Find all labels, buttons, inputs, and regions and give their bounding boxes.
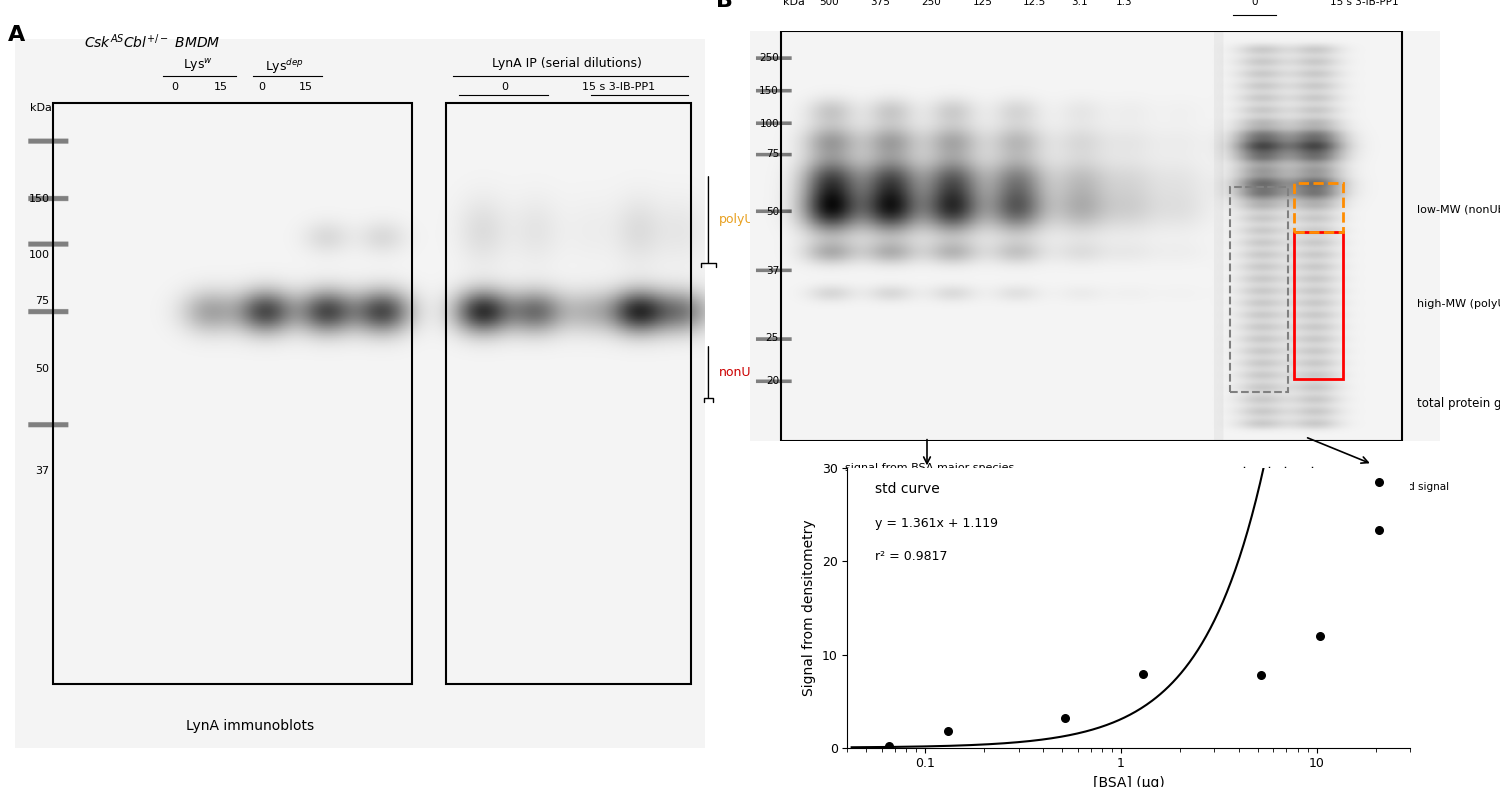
Text: 0: 0 <box>258 82 266 92</box>
Text: 25: 25 <box>765 334 778 343</box>
Text: r² = 0.9817: r² = 0.9817 <box>874 550 946 563</box>
Text: 37: 37 <box>36 467 50 476</box>
Text: 150: 150 <box>28 194 50 204</box>
Text: 250: 250 <box>921 0 942 7</box>
Text: 50: 50 <box>766 206 778 216</box>
Point <box>1131 668 1155 681</box>
Text: 500: 500 <box>819 0 839 7</box>
Y-axis label: Signal from densitometry: Signal from densitometry <box>802 519 816 696</box>
Bar <box>1230 187 1288 392</box>
Text: 15 s 3-IB-PP1: 15 s 3-IB-PP1 <box>582 82 656 92</box>
Text: LynA immunoblots: LynA immunoblots <box>186 719 314 733</box>
Text: 125: 125 <box>974 0 993 7</box>
Text: 20.2 19.8 μg total in sample: 20.2 19.8 μg total in sample <box>1246 516 1395 527</box>
Text: 28.6 28.0 whole-lane integrated signal: 28.6 28.0 whole-lane integrated signal <box>1246 482 1449 492</box>
Bar <box>447 103 692 684</box>
Text: 15 s 3-IB-PP1: 15 s 3-IB-PP1 <box>1329 0 1398 7</box>
Text: kDa: kDa <box>30 103 52 113</box>
Text: 20: 20 <box>766 376 778 386</box>
Text: 0: 0 <box>1252 0 1258 7</box>
Text: Lys$^{dep}$: Lys$^{dep}$ <box>264 57 303 76</box>
Bar <box>1293 183 1344 232</box>
Text: low-MW (nonUb) for MS: low-MW (nonUb) for MS <box>1418 205 1500 215</box>
Text: 0: 0 <box>501 82 509 92</box>
Text: 100: 100 <box>28 250 50 260</box>
Point <box>1308 630 1332 642</box>
Point <box>936 725 960 737</box>
Point <box>1366 523 1390 536</box>
Text: 150: 150 <box>759 86 778 96</box>
Text: high-MW (polyUb) for MS: high-MW (polyUb) for MS <box>1418 298 1500 309</box>
Text: 50: 50 <box>36 364 50 374</box>
Text: 15: 15 <box>213 82 228 92</box>
Text: 12.5: 12.5 <box>1023 0 1046 7</box>
Text: B: B <box>716 0 732 10</box>
Point <box>1053 711 1077 724</box>
Point <box>1366 476 1390 489</box>
Point <box>878 740 902 752</box>
Text: 375: 375 <box>870 0 889 7</box>
Text: kDa: kDa <box>783 0 806 7</box>
Text: Lys$^w$: Lys$^w$ <box>183 57 213 74</box>
Text: 250: 250 <box>759 53 778 63</box>
Text: A: A <box>8 25 26 45</box>
Text: signal from BSA major species: signal from BSA major species <box>844 464 1014 473</box>
Text: 15: 15 <box>298 82 314 92</box>
Text: std curve: std curve <box>874 482 939 497</box>
Text: 1.3: 1.3 <box>1116 0 1132 7</box>
Text: total protein gel: total protein gel <box>1418 397 1500 410</box>
Text: 75: 75 <box>765 150 778 159</box>
Text: polyUb: polyUb <box>718 213 762 227</box>
X-axis label: [BSA] (μg): [BSA] (μg) <box>1094 776 1164 787</box>
Text: $Csk^{AS}Cbl^{+/-}$ BMDM: $Csk^{AS}Cbl^{+/-}$ BMDM <box>84 32 220 51</box>
Point <box>1250 669 1274 682</box>
Text: 3.1: 3.1 <box>1071 0 1088 7</box>
Bar <box>1293 232 1344 379</box>
Text: y = 1.361x + 1.119: y = 1.361x + 1.119 <box>874 517 998 530</box>
Bar <box>53 103 411 684</box>
Text: nonUb: nonUb <box>718 366 759 379</box>
Text: LynA IP (serial dilutions): LynA IP (serial dilutions) <box>492 57 642 70</box>
Text: 75: 75 <box>36 297 50 306</box>
Text: 100: 100 <box>759 119 778 128</box>
Text: 0: 0 <box>171 82 178 92</box>
Text: 37: 37 <box>765 266 778 276</box>
